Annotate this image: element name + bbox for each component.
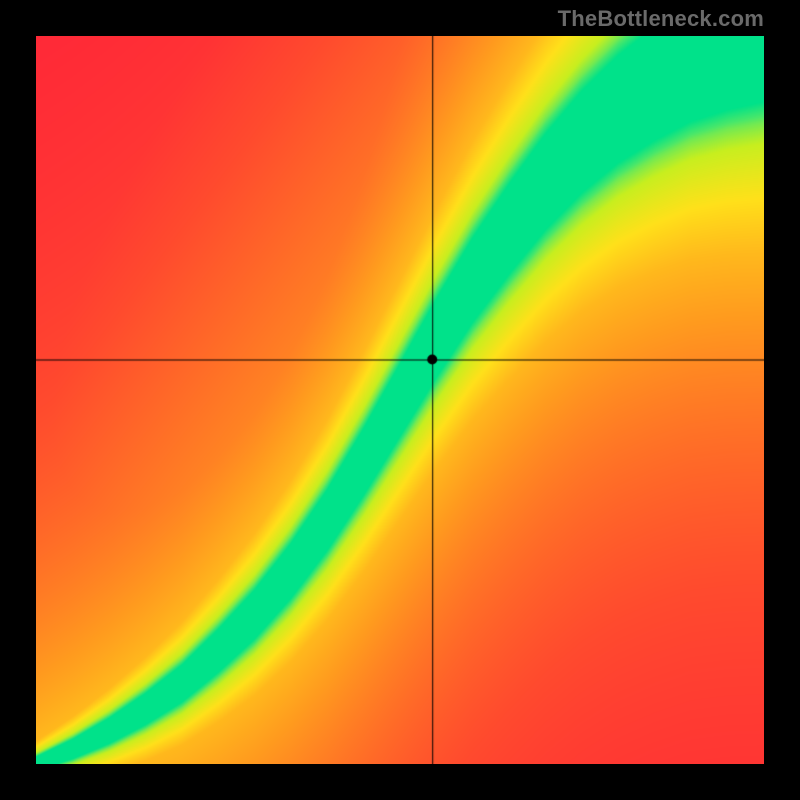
watermark-text: TheBottleneck.com xyxy=(558,6,764,32)
figure-outer: TheBottleneck.com xyxy=(0,0,800,800)
plot-area xyxy=(36,36,764,764)
heatmap-canvas xyxy=(36,36,764,764)
